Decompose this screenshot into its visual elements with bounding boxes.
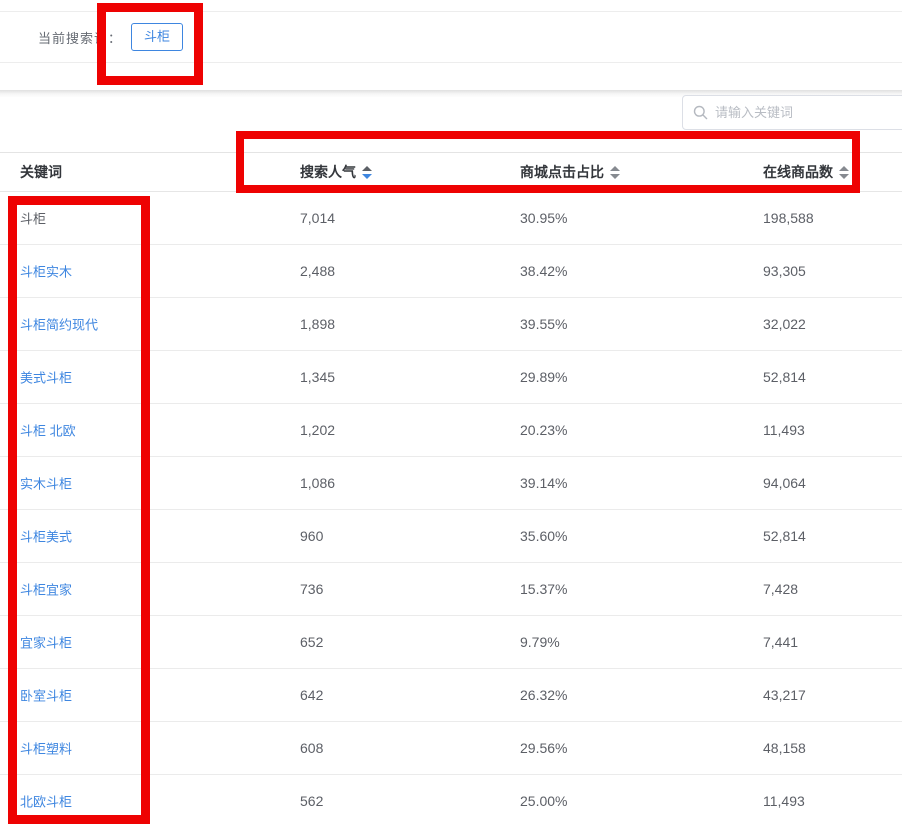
online-products-value: 94,064	[763, 475, 806, 491]
online-products-value: 93,305	[763, 263, 806, 279]
click-share-value: 9.79%	[520, 634, 560, 650]
popularity-value: 652	[300, 634, 324, 650]
column-header-popularity-label: 搜索人气	[300, 164, 356, 180]
keyword-link[interactable]: 斗柜简约现代	[20, 317, 99, 333]
popularity-value: 1,898	[300, 316, 336, 332]
popularity-value: 608	[300, 740, 324, 756]
online-products-value: 52,814	[763, 369, 806, 385]
table-row: 斗柜实木 2,488 38.42% 93,305	[0, 245, 902, 298]
table-row: 斗柜塑料 608 29.56% 48,158	[0, 722, 902, 775]
keyword-search-box	[682, 95, 902, 130]
column-header-keyword: 关键词	[20, 164, 62, 180]
table-header: 关键词 搜索人气 商城点击占比 在线商品数	[0, 152, 902, 192]
search-icon	[693, 105, 708, 120]
popularity-value: 2,488	[300, 263, 336, 279]
online-products-value: 43,217	[763, 687, 806, 703]
click-share-value: 29.56%	[520, 740, 568, 756]
column-header-online-products[interactable]: 在线商品数	[763, 162, 849, 182]
keyword-link[interactable]: 宜家斗柜	[20, 635, 73, 651]
keyword-link[interactable]: 北欧斗柜	[20, 794, 73, 810]
popularity-value: 7,014	[300, 210, 336, 226]
popularity-value: 1,202	[300, 422, 336, 438]
keyword-text: 斗柜	[20, 211, 47, 227]
online-products-value: 7,441	[763, 634, 799, 650]
section-divider	[0, 90, 902, 97]
click-share-value: 39.14%	[520, 475, 568, 491]
sort-icon[interactable]	[610, 166, 620, 179]
click-share-value: 20.23%	[520, 422, 568, 438]
current-search-bar: 当前搜索词： 斗柜	[0, 11, 902, 63]
table-row: 斗柜 7,014 30.95% 198,588	[0, 192, 902, 245]
keyword-link[interactable]: 斗柜美式	[20, 529, 73, 545]
online-products-value: 48,158	[763, 740, 806, 756]
keyword-link[interactable]: 实木斗柜	[20, 476, 73, 492]
online-products-value: 7,428	[763, 581, 799, 597]
table-row: 宜家斗柜 652 9.79% 7,441	[0, 616, 902, 669]
column-header-popularity[interactable]: 搜索人气	[300, 162, 372, 182]
keyword-link[interactable]: 卧室斗柜	[20, 688, 73, 704]
sort-icon[interactable]	[839, 166, 849, 179]
column-header-click-share-label: 商城点击占比	[520, 164, 604, 180]
table-row: 斗柜 北欧 1,202 20.23% 11,493	[0, 404, 902, 457]
keyword-link[interactable]: 美式斗柜	[20, 370, 73, 386]
keyword-link[interactable]: 斗柜 北欧	[20, 423, 76, 439]
column-header-online-products-label: 在线商品数	[763, 164, 833, 180]
click-share-value: 29.89%	[520, 369, 568, 385]
popularity-value: 736	[300, 581, 324, 597]
table-row: 斗柜简约现代 1,898 39.55% 32,022	[0, 298, 902, 351]
keyword-link[interactable]: 斗柜宜家	[20, 582, 73, 598]
click-share-value: 15.37%	[520, 581, 568, 597]
online-products-value: 198,588	[763, 210, 814, 226]
keyword-link[interactable]: 斗柜实木	[20, 264, 73, 280]
click-share-value: 30.95%	[520, 210, 568, 226]
online-products-value: 32,022	[763, 316, 806, 332]
current-search-term-tag[interactable]: 斗柜	[131, 23, 184, 51]
table-row: 实木斗柜 1,086 39.14% 94,064	[0, 457, 902, 510]
table-row: 斗柜美式 960 35.60% 52,814	[0, 510, 902, 563]
click-share-value: 38.42%	[520, 263, 568, 279]
popularity-value: 1,345	[300, 369, 336, 385]
table-row: 卧室斗柜 642 26.32% 43,217	[0, 669, 902, 722]
table-body: 斗柜 7,014 30.95% 198,588 斗柜实木 2,488 38.42…	[0, 192, 902, 824]
popularity-value: 642	[300, 687, 324, 703]
popularity-value: 562	[300, 793, 324, 809]
online-products-value: 52,814	[763, 528, 806, 544]
click-share-value: 39.55%	[520, 316, 568, 332]
online-products-value: 11,493	[763, 422, 805, 438]
table-row: 美式斗柜 1,345 29.89% 52,814	[0, 351, 902, 404]
click-share-value: 26.32%	[520, 687, 568, 703]
search-input[interactable]	[715, 105, 899, 120]
current-search-label: 当前搜索词：	[38, 30, 123, 46]
column-header-click-share[interactable]: 商城点击占比	[520, 162, 620, 182]
table-row: 北欧斗柜 562 25.00% 11,493	[0, 775, 902, 824]
click-share-value: 35.60%	[520, 528, 568, 544]
online-products-value: 11,493	[763, 793, 805, 809]
sort-icon[interactable]	[362, 166, 372, 179]
popularity-value: 960	[300, 528, 324, 544]
click-share-value: 25.00%	[520, 793, 568, 809]
table-row: 斗柜宜家 736 15.37% 7,428	[0, 563, 902, 616]
keyword-link[interactable]: 斗柜塑料	[20, 741, 73, 757]
popularity-value: 1,086	[300, 475, 336, 491]
